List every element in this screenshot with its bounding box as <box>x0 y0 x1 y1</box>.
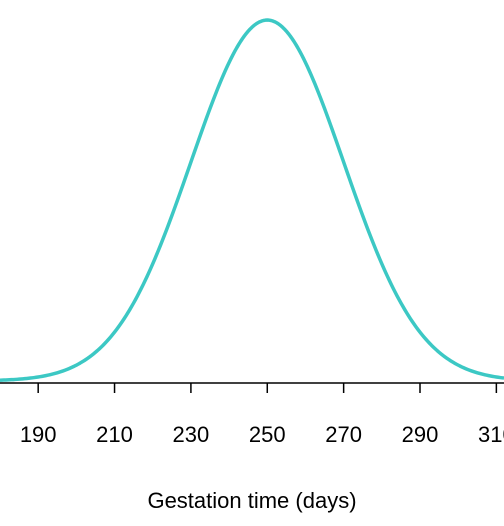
x-axis-tick-label: 210 <box>96 422 133 447</box>
x-axis-tick-label: 230 <box>173 422 210 447</box>
x-axis-tick-label: 290 <box>402 422 439 447</box>
x-axis-tick-label: 250 <box>249 422 286 447</box>
plot-area <box>0 18 504 382</box>
x-axis-tick-labels: 190 210 230 250 270 290 310 <box>20 422 504 447</box>
x-axis-ticks <box>37 383 498 393</box>
x-axis-tick-label: 190 <box>20 422 57 447</box>
density-curve-line <box>0 18 504 382</box>
x-axis-title: Gestation time (days) <box>147 488 356 513</box>
x-axis-tick-label: 270 <box>325 422 362 447</box>
x-axis-tick-label: 310 <box>478 422 504 447</box>
